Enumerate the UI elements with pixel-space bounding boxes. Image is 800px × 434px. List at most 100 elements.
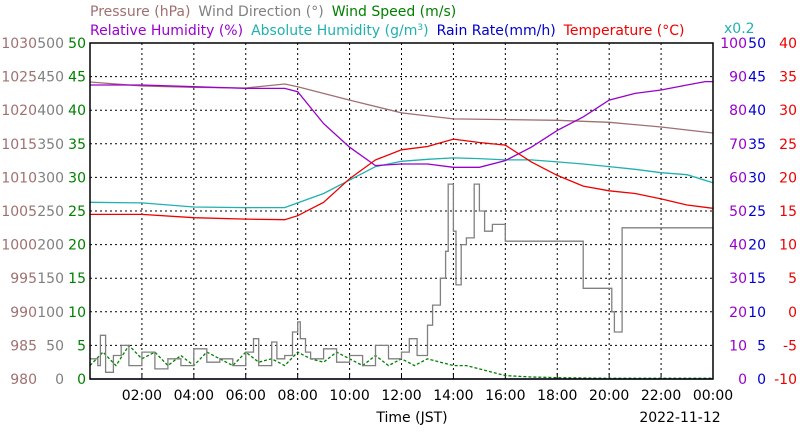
temperature-tick-label: -10	[774, 372, 797, 388]
temperature-c-line	[90, 138, 714, 221]
x-tick-label: 16:00	[485, 388, 525, 404]
rain-rate-tick-label: 40	[748, 103, 766, 119]
relative-humidity-tick-label: 20	[729, 305, 747, 321]
x-tick-label: 08:00	[277, 388, 317, 404]
pressure-tick-label: 1030	[1, 36, 37, 52]
wind-speed-tick-label: 40	[68, 103, 86, 119]
pressure-tick-label: 1020	[1, 103, 37, 119]
pressure-tick-label: 1025	[1, 70, 37, 86]
temperature-tick-label: 35	[779, 70, 797, 86]
wind-speed-tick-label: 5	[77, 338, 86, 354]
wind-direction-tick-label: 250	[37, 204, 64, 220]
wind-speed-tick-label: 25	[68, 204, 86, 220]
pressure-title: Pressure (hPa)	[90, 4, 190, 20]
x-tick-label: 14:00	[433, 388, 473, 404]
wind-direction-tick-label: 100	[37, 305, 64, 321]
abs-humidity-scale-label: x0.2	[724, 21, 755, 37]
wind-direction-tick-label: 0	[55, 372, 64, 388]
pressure-axis: 1030 1025 1020 1015 1010 1005 1000 995 990 985 980	[1, 36, 37, 388]
rain-rate-tick-label: 35	[748, 137, 766, 153]
relative-humidity-line	[90, 80, 713, 168]
relative-humidity-tick-label: 10	[729, 338, 747, 354]
relative-humidity-tick-label: 80	[729, 103, 747, 119]
temperature-tick-label: 20	[779, 170, 797, 186]
rain-rate-tick-label: 45	[748, 70, 766, 86]
relative-humidity-tick-label: 100	[720, 36, 747, 52]
pressure-tick-label: 990	[10, 305, 37, 321]
relative-humidity-title: Relative Humidity (%)	[90, 23, 243, 39]
wind-speed-tick-label: 50	[68, 36, 86, 52]
x-tick-label: 02:00	[122, 388, 162, 404]
pressure-tick-label: 1005	[1, 204, 37, 220]
relative-humidity-tick-label: 90	[729, 70, 747, 86]
rain-rate-tick-label: 15	[748, 271, 766, 287]
pressure-tick-label: 980	[10, 372, 37, 388]
wind-direction-line	[90, 183, 713, 373]
x-axis-label: Time (JST)	[375, 410, 447, 426]
wind-speed-tick-label: 20	[68, 238, 86, 254]
wind-speed-m-s-line	[89, 344, 713, 379]
pressure-tick-label: 1015	[1, 137, 37, 153]
wind-direction-title: Wind Direction (°)	[198, 4, 323, 20]
rain-rate-tick-label: 20	[748, 238, 766, 254]
wind-speed-tick-label: 45	[68, 70, 86, 86]
wind-speed-tick-label: 15	[68, 271, 86, 287]
absolute-humidity-title-text: Absolute Humidity (g/m	[251, 23, 417, 39]
x-tick-label: 04:00	[174, 388, 214, 404]
pressure-tick-label: 995	[10, 271, 37, 287]
time-axis: 02:00 04:00 06:00 08:00 10:00 12:00 14:00 16:00…	[122, 373, 733, 404]
x-tick-label: 12:00	[381, 388, 421, 404]
wind-direction-tick-label: 150	[37, 271, 64, 287]
x-tick-label: 22:00	[641, 388, 681, 404]
pressure-tick-label: 1000	[1, 238, 37, 254]
relative-humidity-tick-label: 0	[738, 372, 747, 388]
rain-rate-tick-label: 50	[748, 36, 766, 52]
temperature-tick-label: 25	[779, 137, 797, 153]
wind-direction-tick-label: 400	[37, 103, 64, 119]
absolute-humidity-close: )	[423, 23, 428, 39]
relative-humidity-tick-label: 70	[729, 137, 747, 153]
title-row-1: Pressure (hPa) Wind Direction (°) Wind Spe…	[90, 4, 456, 20]
temperature-tick-label: 40	[779, 36, 797, 52]
rain-rate-title: Rain Rate(mm/h)	[437, 23, 556, 39]
wind-direction-tick-label: 500	[37, 36, 64, 52]
temperature-tick-label: -5	[783, 338, 797, 354]
x-tick-label: 06:00	[226, 388, 266, 404]
rain-rate-tick-label: 25	[748, 204, 766, 220]
x-tick-label: 10:00	[329, 388, 369, 404]
temperature-tick-label: 10	[779, 238, 797, 254]
wind-speed-tick-label: 0	[77, 372, 86, 388]
wind-speed-title: Wind Speed (m/s)	[332, 4, 457, 20]
pressure-tick-label: 985	[10, 338, 37, 354]
rain-rate-tick-label: 10	[748, 305, 766, 321]
relative-humidity-tick-label: 30	[729, 271, 747, 287]
wind-direction-tick-label: 50	[46, 338, 64, 354]
grid	[90, 43, 713, 379]
absolute-humidity-g-m3-line	[89, 157, 714, 209]
temperature-title: Temperature (°C)	[563, 23, 685, 39]
temperature-tick-label: 15	[779, 204, 797, 220]
temperature-tick-label: 30	[779, 103, 797, 119]
temperature-tick-label: 0	[788, 305, 797, 321]
relative-humidity-tick-label: 40	[729, 238, 747, 254]
title-row-2: Relative Humidity (%) Absolute Humidity (…	[90, 23, 685, 39]
temperature-axis: 40 35 30 25 20 15 10 5 0 -5 -10	[774, 36, 797, 388]
x-tick-label: 18:00	[537, 388, 577, 404]
wind-direction-tick-label: 450	[37, 70, 64, 86]
wind-direction-tick-label: 300	[37, 170, 64, 186]
rain-rate-tick-label: 30	[748, 170, 766, 186]
relative-humidity-tick-label: 60	[729, 170, 747, 186]
x-tick-label: 00:00	[693, 388, 733, 404]
relative-humidity-tick-label: 50	[729, 204, 747, 220]
rain-rate-tick-label: 5	[757, 338, 766, 354]
wind-speed-tick-label: 30	[68, 170, 86, 186]
x-tick-label: 20:00	[589, 388, 629, 404]
date-label: 2022-11-12	[639, 410, 720, 426]
plot-frame	[89, 42, 714, 380]
temperature-tick-label: 5	[788, 271, 797, 287]
wind-direction-tick-label: 200	[37, 238, 64, 254]
